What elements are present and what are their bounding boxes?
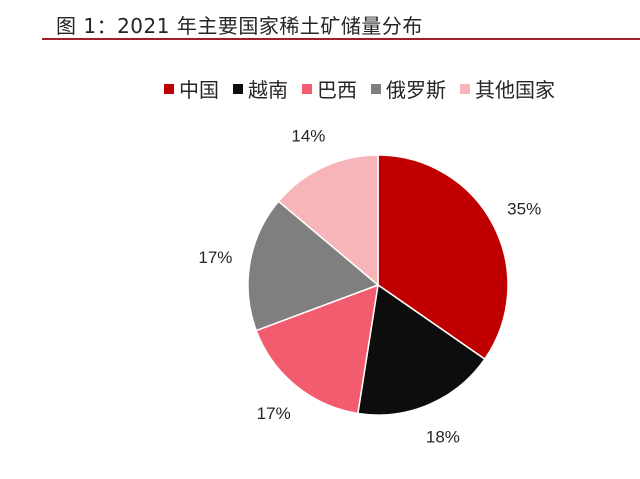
legend-label: 中国 (179, 78, 219, 102)
legend-label: 俄罗斯 (386, 78, 446, 102)
data-label: 18% (426, 428, 460, 447)
legend-item: 俄罗斯 (371, 74, 446, 103)
legend-item: 其他国家 (460, 74, 555, 103)
legend-label: 其他国家 (475, 78, 555, 102)
pie-slice (277, 154, 379, 287)
pie-slice (255, 283, 379, 415)
legend-item: 中国 (164, 74, 219, 103)
legend: 中国 越南 巴西 俄罗斯 其他国家 (164, 74, 555, 103)
legend-swatch (233, 83, 243, 94)
pie-slice (357, 283, 486, 416)
legend-swatch (302, 83, 312, 94)
legend-label: 巴西 (317, 78, 357, 102)
legend-label: 越南 (248, 78, 288, 102)
data-label: 35% (507, 199, 541, 218)
data-label: 14% (291, 126, 325, 145)
chart-title: 图 1：2021 年主要国家稀土矿储量分布 (56, 14, 423, 38)
title-divider (42, 38, 640, 40)
legend-item: 巴西 (302, 74, 357, 103)
pie-slice (377, 154, 509, 361)
legend-swatch (371, 83, 381, 94)
legend-item: 越南 (233, 74, 288, 103)
legend-swatch (460, 83, 470, 94)
data-label: 17% (257, 404, 291, 423)
legend-swatch (164, 83, 174, 94)
data-label: 17% (198, 248, 232, 267)
pie-slice (247, 200, 380, 332)
